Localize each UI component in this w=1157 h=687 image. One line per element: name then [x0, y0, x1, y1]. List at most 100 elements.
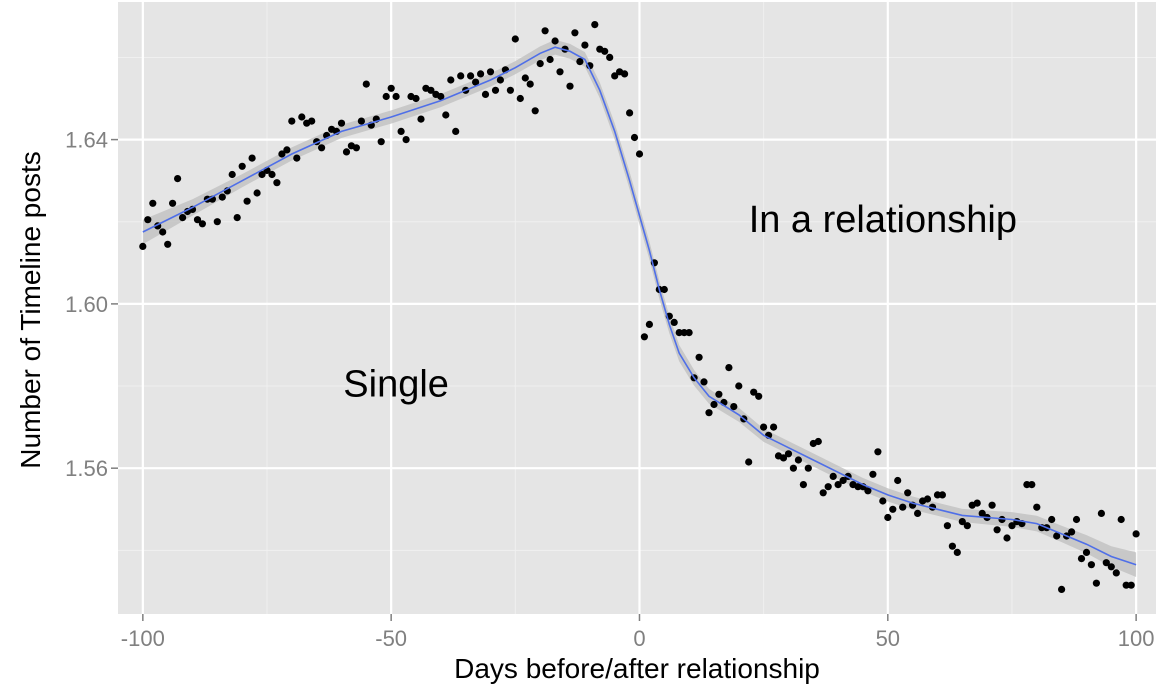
data-point	[521, 74, 529, 82]
data-point	[730, 403, 738, 411]
data-point	[591, 21, 599, 29]
data-point	[884, 513, 892, 522]
data-point	[1077, 555, 1086, 563]
data-point	[879, 497, 887, 505]
data-point	[670, 318, 678, 326]
data-point	[755, 392, 763, 400]
data-point	[904, 489, 912, 497]
data-point	[640, 333, 649, 341]
data-point	[442, 111, 450, 119]
data-point	[576, 58, 584, 66]
x-axis-ticks: -100 -50 0 50 100	[121, 614, 1155, 651]
data-point	[477, 70, 485, 78]
data-point	[283, 146, 291, 154]
data-point	[1072, 515, 1081, 524]
data-point	[551, 37, 559, 45]
data-point	[899, 503, 907, 511]
data-point	[452, 127, 460, 135]
data-point	[745, 458, 753, 466]
data-point	[948, 542, 957, 550]
data-point	[486, 68, 495, 76]
x-axis-title: Days before/after relationship	[454, 653, 820, 684]
data-point	[417, 115, 425, 123]
data-point	[496, 76, 504, 84]
y-tick-label: 1.60	[65, 292, 108, 317]
data-point	[978, 509, 986, 517]
data-point	[1127, 581, 1135, 589]
data-point	[288, 117, 296, 125]
data-point	[193, 216, 202, 224]
data-point	[819, 489, 827, 497]
data-point	[606, 53, 614, 62]
data-point	[794, 456, 803, 464]
data-point	[943, 522, 952, 530]
data-point	[963, 522, 971, 530]
data-point	[457, 72, 465, 80]
data-point	[342, 148, 351, 156]
data-point	[700, 378, 708, 386]
data-point	[516, 94, 524, 103]
data-point	[218, 193, 226, 201]
data-point	[725, 364, 733, 372]
data-point	[1092, 579, 1100, 587]
data-point	[472, 78, 480, 86]
data-point	[814, 437, 822, 446]
data-point	[938, 491, 947, 499]
data-point	[437, 92, 445, 101]
data-point	[1082, 548, 1091, 557]
data-point	[139, 242, 147, 250]
annotation-label: Single	[343, 363, 449, 405]
data-point	[318, 144, 326, 152]
data-point	[427, 86, 435, 94]
data-point	[357, 117, 365, 125]
data-point	[273, 179, 281, 187]
data-point	[377, 138, 385, 146]
data-point	[556, 68, 564, 76]
data-point	[531, 107, 539, 115]
data-point	[621, 70, 629, 78]
data-point	[1117, 515, 1125, 524]
data-point	[611, 72, 619, 80]
x-tick-label: 100	[1118, 626, 1155, 651]
data-point	[412, 94, 420, 103]
data-point	[248, 154, 256, 162]
data-point	[581, 41, 589, 49]
y-axis-title: Number of Timeline posts	[15, 151, 46, 468]
data-point	[993, 526, 1001, 534]
data-point	[799, 481, 808, 489]
annotations: Single In a relationship	[343, 199, 1017, 405]
data-point	[789, 464, 798, 472]
data-point	[1028, 481, 1036, 489]
data-point	[511, 35, 519, 43]
data-point	[308, 117, 316, 125]
data-point	[238, 162, 246, 170]
data-point	[1102, 559, 1110, 567]
data-point	[770, 423, 778, 431]
data-point	[144, 216, 152, 224]
data-point	[382, 92, 390, 101]
data-point	[298, 113, 306, 121]
data-point	[397, 127, 405, 135]
data-point	[233, 214, 241, 222]
data-point	[685, 329, 693, 337]
data-point	[198, 220, 206, 228]
data-point	[869, 470, 877, 478]
data-point	[447, 76, 455, 84]
data-point	[645, 320, 654, 328]
data-point	[715, 390, 723, 398]
data-point	[735, 382, 743, 390]
annotation-label: In a relationship	[749, 199, 1017, 241]
data-point	[293, 154, 301, 162]
data-point	[675, 329, 683, 337]
data-point	[784, 450, 793, 458]
data-point	[268, 170, 276, 179]
data-point	[834, 481, 842, 489]
data-point	[988, 501, 996, 509]
data-point	[243, 197, 251, 205]
data-point	[804, 464, 812, 472]
y-axis-ticks: 1.56 1.60 1.64	[65, 128, 118, 481]
data-point	[481, 90, 490, 98]
data-point	[392, 92, 400, 101]
data-point	[362, 80, 370, 88]
